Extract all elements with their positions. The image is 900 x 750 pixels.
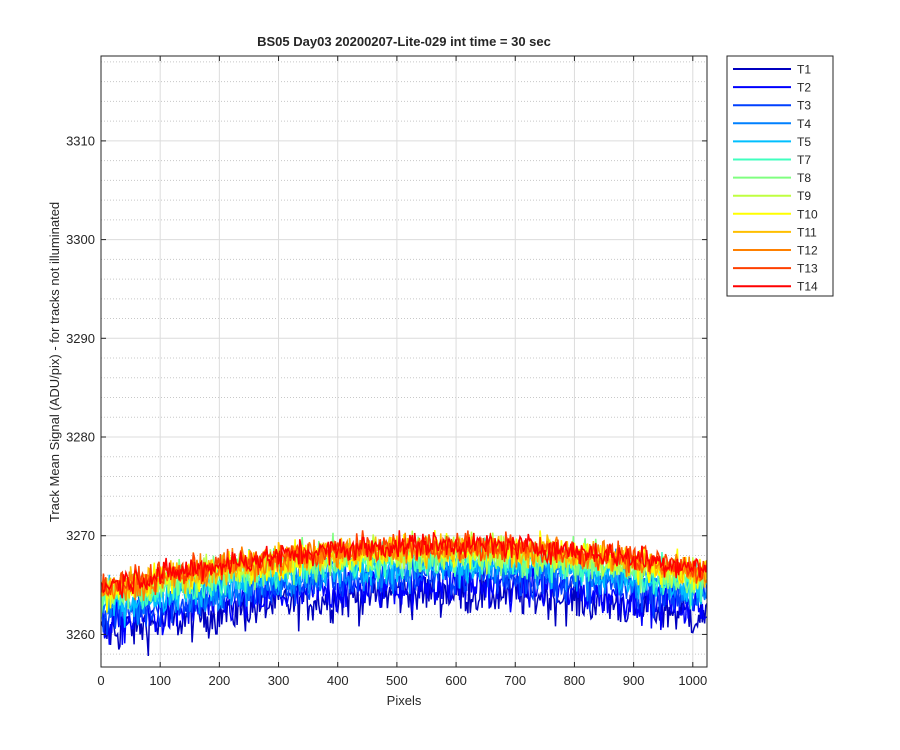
legend-label-t8: T8 bbox=[797, 171, 811, 185]
legend-label-t1: T1 bbox=[797, 63, 811, 77]
y-tick-label: 3310 bbox=[66, 133, 95, 148]
x-tick-label: 400 bbox=[327, 673, 349, 688]
legend-label-t3: T3 bbox=[797, 99, 811, 113]
x-tick-label: 700 bbox=[504, 673, 526, 688]
y-tick-label: 3290 bbox=[66, 331, 95, 346]
legend-label-t14: T14 bbox=[797, 280, 818, 294]
y-tick-label: 3260 bbox=[66, 627, 95, 642]
y-tick-label: 3270 bbox=[66, 528, 95, 543]
x-tick-label: 200 bbox=[209, 673, 231, 688]
y-tick-label: 3300 bbox=[66, 232, 95, 247]
y-axis-label: Track Mean Signal (ADU/pix) - for tracks… bbox=[47, 202, 62, 522]
legend-label-t9: T9 bbox=[797, 189, 811, 203]
series-lines bbox=[101, 530, 707, 657]
y-tick-label: 3280 bbox=[66, 430, 95, 445]
legend-label-t10: T10 bbox=[797, 207, 818, 221]
legend: T1 T2 T3 T4 T5 T7 T8 T9 T10 T11 T12 T13 T14 bbox=[726, 55, 834, 297]
legend-label-t4: T4 bbox=[797, 117, 811, 131]
legend-label-t13: T13 bbox=[797, 262, 818, 276]
legend-label-t12: T12 bbox=[797, 244, 818, 258]
x-tick-label: 900 bbox=[623, 673, 645, 688]
x-tick-label: 300 bbox=[268, 673, 290, 688]
legend-label-t5: T5 bbox=[797, 135, 811, 149]
x-tick-label: 600 bbox=[445, 673, 467, 688]
x-axis-label: Pixels bbox=[387, 693, 422, 708]
x-tick-label: 100 bbox=[149, 673, 171, 688]
series-line-t14 bbox=[101, 530, 707, 599]
legend-label-t2: T2 bbox=[797, 81, 811, 95]
axis-ticks: 0 100 200 300 400 500 600 700 800 900 1000 3260 3270… bbox=[66, 56, 707, 688]
x-tick-label: 1000 bbox=[678, 673, 707, 688]
legend-label-t11: T11 bbox=[797, 225, 817, 239]
legend-box bbox=[726, 55, 834, 297]
chart-title: BS05 Day03 20200207-Lite-029 int time = … bbox=[257, 34, 551, 49]
x-tick-label: 800 bbox=[564, 673, 586, 688]
legend-label-t7: T7 bbox=[797, 153, 811, 167]
x-tick-label: 0 bbox=[97, 673, 104, 688]
x-tick-label: 500 bbox=[386, 673, 408, 688]
plot-frame bbox=[100, 55, 708, 668]
series-line-t13 bbox=[101, 530, 707, 597]
